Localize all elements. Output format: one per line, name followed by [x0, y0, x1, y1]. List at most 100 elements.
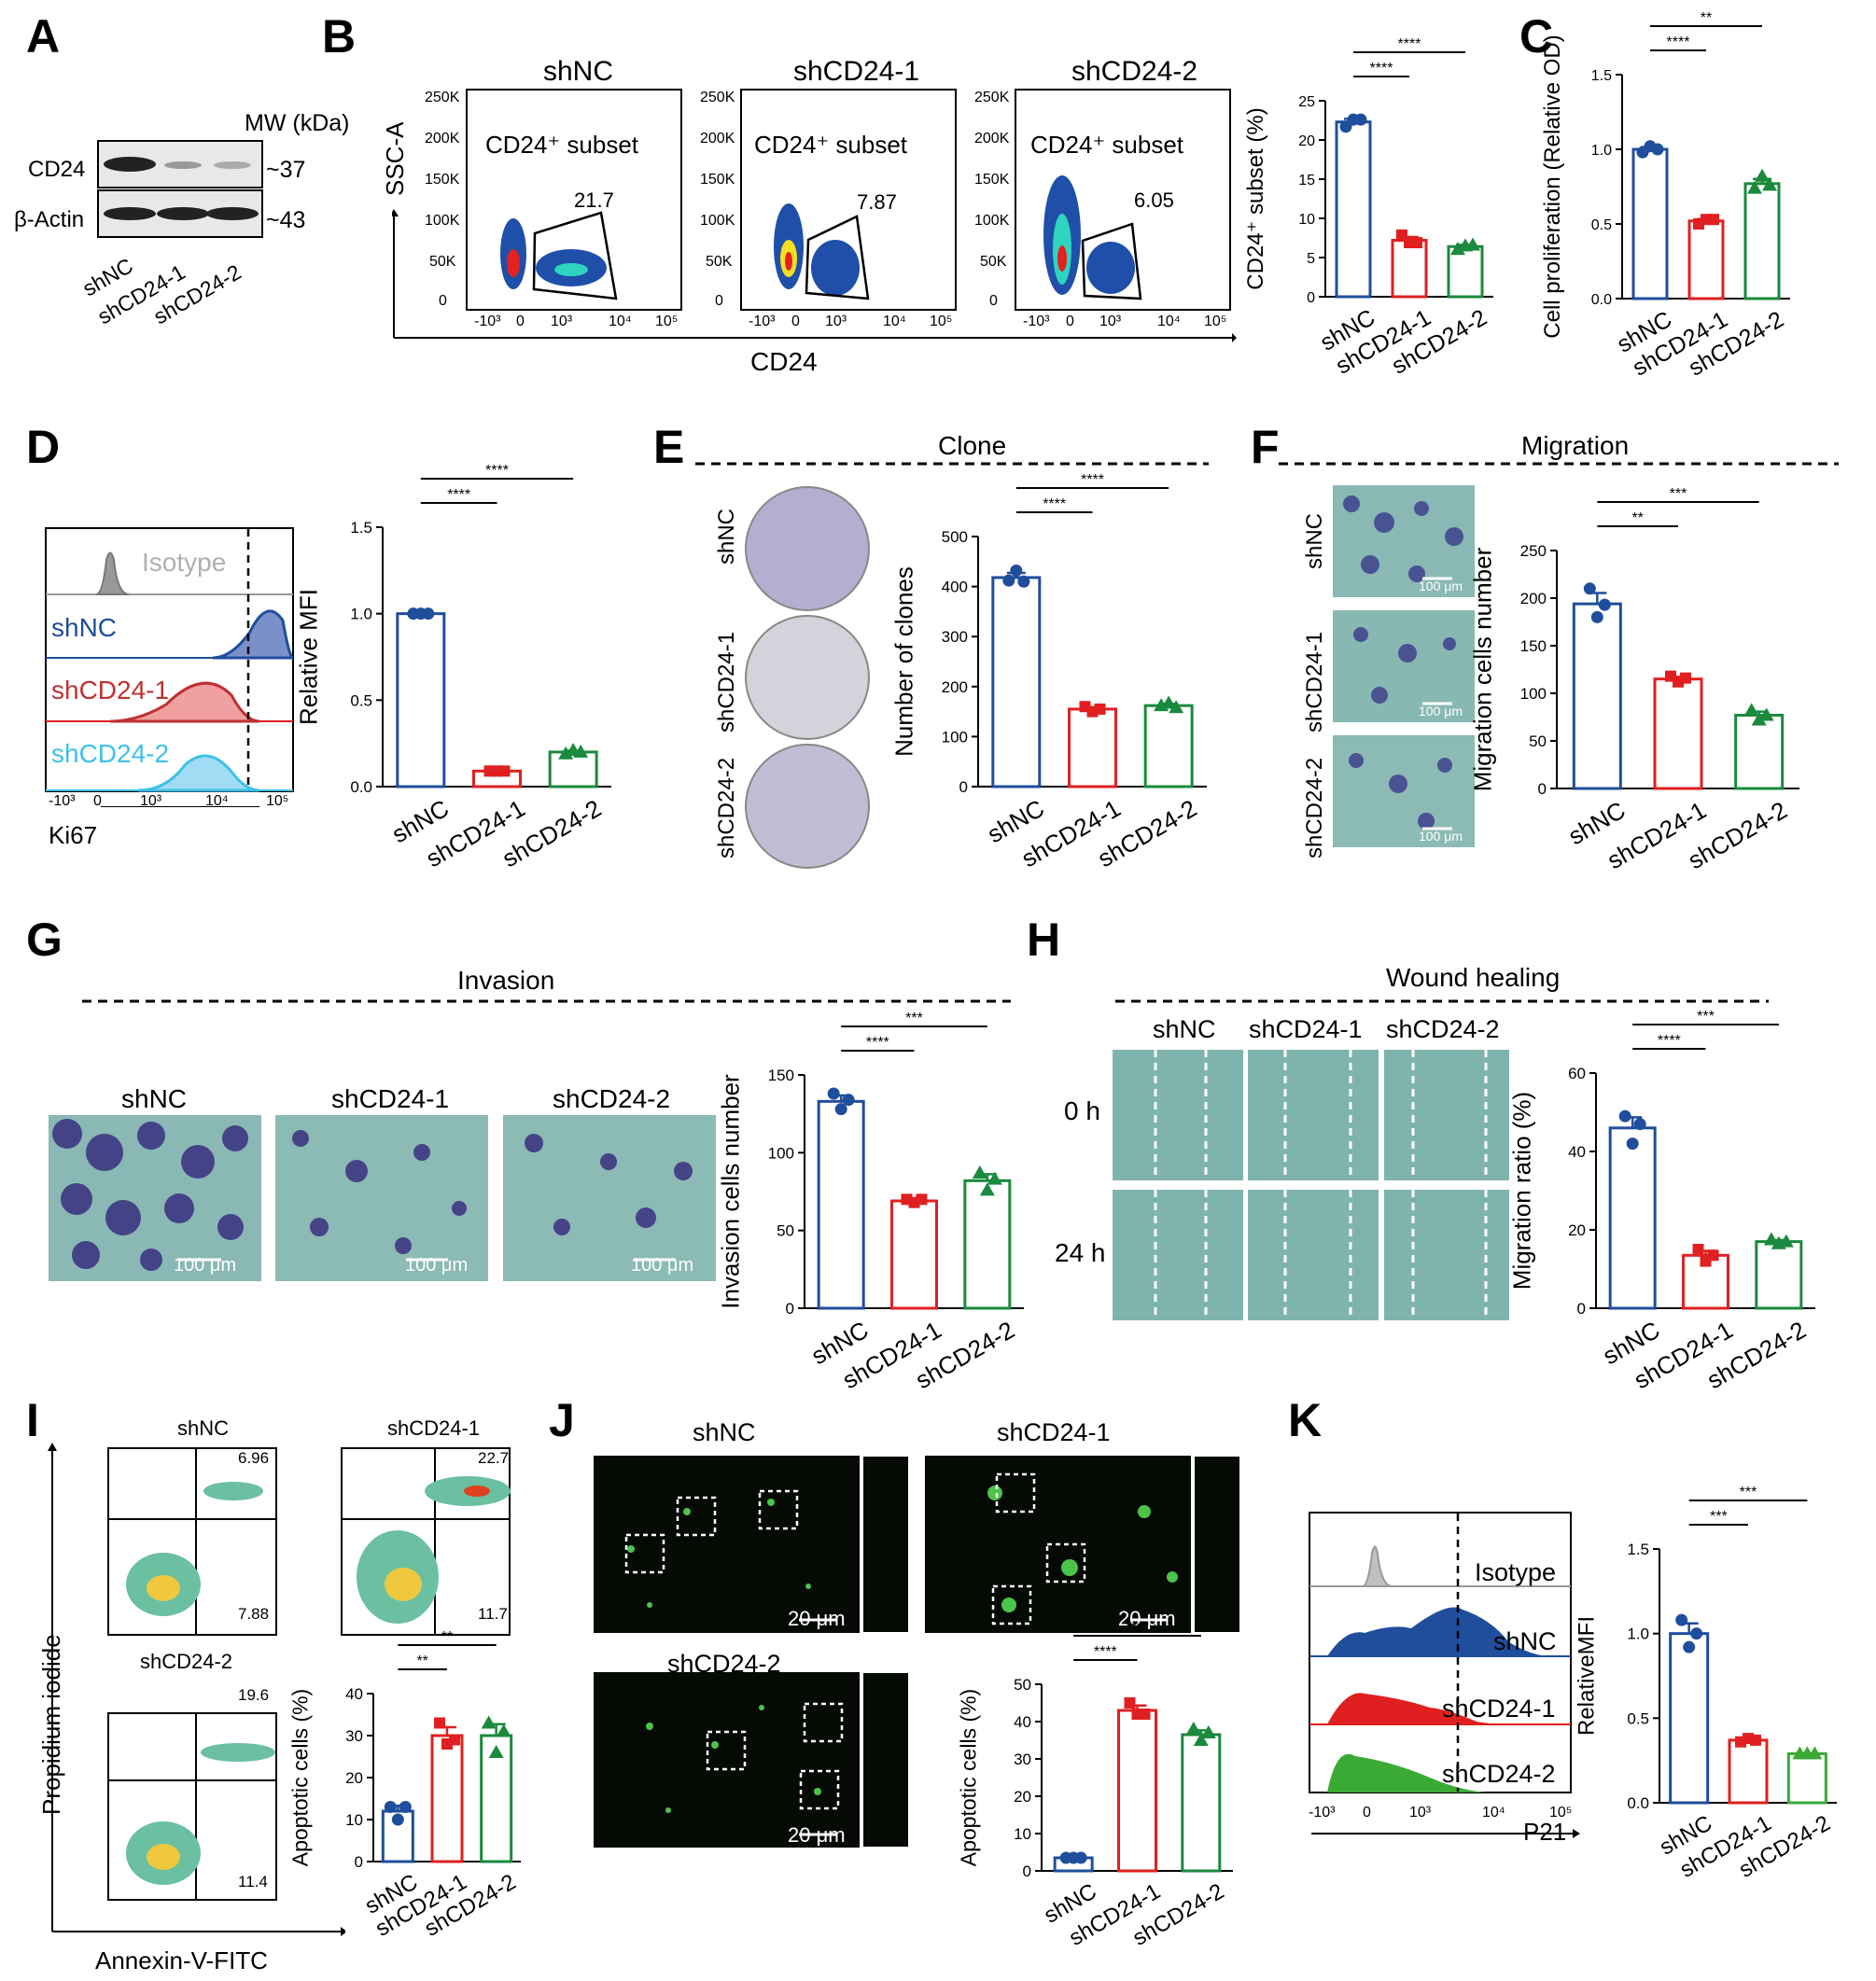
annexin-plot-2 [341, 1447, 511, 1636]
data-point [1094, 703, 1106, 715]
gate-label: CD24⁺ subset [754, 131, 908, 159]
panel-letter-a: A [26, 10, 61, 63]
data-point [1618, 1109, 1631, 1123]
y-tick-label: 0 [1577, 1300, 1586, 1318]
scale-bar-label: 100 μm [1419, 704, 1463, 718]
panel-letter-i: I [26, 1394, 39, 1446]
significance-label: **** [1370, 61, 1393, 77]
data-point [1633, 1118, 1646, 1131]
tick: 150K [425, 172, 460, 188]
tick: -10³ [1309, 1805, 1336, 1821]
tick: 150K [700, 172, 735, 188]
tick: 0 [715, 293, 723, 309]
row-label: 0 h [1064, 1096, 1100, 1125]
flow-title: shCD24-1 [387, 1416, 481, 1440]
tick: -10³ [749, 314, 776, 329]
y-axis-label: Invasion cells number [717, 1074, 745, 1309]
hist-label: shCD24-1 [51, 676, 170, 705]
panel-letter-d: D [26, 421, 61, 473]
data-point [834, 1103, 847, 1116]
data-point [1675, 1613, 1688, 1626]
scale-bar-label: 20 μm [788, 1607, 846, 1630]
tick: 200K [425, 131, 460, 146]
y-tick-label: 20 [1014, 1788, 1031, 1806]
gate-label: CD24⁺ subset [485, 131, 639, 159]
data-point [1683, 1640, 1696, 1653]
bar [1068, 707, 1117, 788]
tick: 200K [974, 131, 1010, 146]
y-tick-label: 0.5 [350, 691, 372, 709]
y-axis-label: Migration cells number [1469, 547, 1497, 791]
bar [1391, 239, 1428, 299]
significance-label: ** [1701, 10, 1712, 26]
y-tick-label: 0 [959, 778, 968, 796]
significance-label: *** [1740, 1485, 1757, 1500]
y-tick-label: 1.5 [1627, 1541, 1649, 1558]
bar [430, 1734, 464, 1863]
data-point [1692, 1244, 1704, 1255]
y-tick-label: 150 [1520, 637, 1547, 655]
tick: -10³ [474, 314, 501, 329]
data-point [449, 1734, 460, 1746]
bar [1687, 219, 1725, 300]
tick: 10⁵ [266, 793, 289, 809]
y-tick-label: 500 [942, 528, 968, 546]
header-rule [82, 999, 1011, 1003]
data-point [1708, 214, 1719, 226]
section-header: Wound healing [1386, 963, 1561, 992]
tick: 10⁴ [1482, 1805, 1505, 1821]
significance-label: **** [1658, 1033, 1681, 1049]
tick: 150K [974, 172, 1010, 188]
x-axis-label: Ki67 [49, 821, 98, 849]
x-axis-label: P21 [1523, 1818, 1567, 1846]
bar [1631, 147, 1669, 300]
ki67-histogram [45, 527, 294, 807]
panel-letter-k: K [1288, 1394, 1323, 1446]
y-tick-label: 10 [1298, 212, 1315, 228]
tick: 10⁴ [1157, 314, 1181, 329]
scale-bar-label: 20 μm [1118, 1607, 1176, 1630]
panel-letter-g: G [26, 914, 63, 966]
tick: 10³ [825, 314, 847, 329]
y-tick-label: 0.5 [1627, 1709, 1649, 1727]
data-point [1200, 1725, 1216, 1738]
y-tick-label: 40 [1014, 1713, 1031, 1731]
y-tick-label: 40 [345, 1685, 363, 1703]
y-axis-label: CD24⁺ subset (%) [1243, 107, 1268, 289]
panel-letter-j: J [549, 1394, 575, 1446]
y-tick-label: 0.5 [1591, 217, 1612, 233]
tick: 0 [791, 314, 800, 329]
flow-cytometry-plots [392, 89, 1237, 342]
significance-label: *** [1670, 486, 1687, 502]
data-point [399, 1801, 412, 1813]
data-point [384, 1801, 397, 1813]
significance-label: *** [1697, 1009, 1715, 1025]
y-tick-label: 10 [1014, 1825, 1031, 1843]
y-tick-label: 50 [1529, 732, 1547, 750]
bar [1786, 1751, 1827, 1805]
tick: 250K [700, 90, 735, 105]
data-point [1763, 1232, 1779, 1246]
bar [1743, 182, 1781, 300]
data-point [1465, 237, 1480, 251]
tick: 10⁵ [1549, 1805, 1573, 1821]
y-tick-label: 300 [942, 628, 968, 646]
significance-label: **** [447, 487, 470, 503]
y-axis-label: Migration ratio (%) [1508, 1092, 1536, 1290]
data-point [1750, 1734, 1761, 1746]
y-tick-label: 20 [1568, 1221, 1586, 1239]
y-tick-label: 5 [1307, 251, 1315, 267]
data-point [1755, 168, 1770, 182]
image-title: shNC [693, 1418, 756, 1446]
wound-images [1113, 1050, 1509, 1320]
tick: 250K [974, 90, 1010, 105]
significance-label: ** [1631, 510, 1643, 526]
data-point [1583, 582, 1596, 595]
tick: 10⁵ [655, 314, 679, 329]
y-axis-label: Relative MFI [295, 589, 323, 725]
data-point [1590, 610, 1603, 623]
significance-label: ** [441, 1629, 453, 1645]
significance-label: **** [1667, 35, 1690, 50]
data-point [1762, 177, 1777, 191]
